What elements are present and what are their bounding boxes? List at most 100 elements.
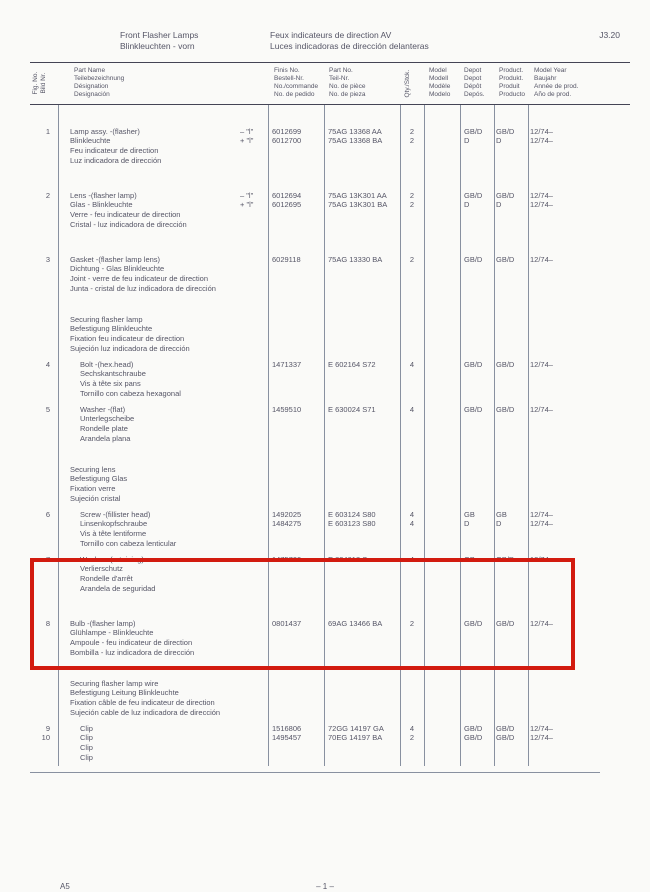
table-row: 3Gasket -(flasher lamp lens) Dichtung - … [30,233,630,297]
model-year: 12/74– [528,619,578,658]
part-name: Securing flasher lamp Befestigung Blinkl… [58,315,238,354]
depot [460,679,494,718]
table-body: 1Lamp assy. -(flasher) Blinkleuchte Feu … [30,105,630,766]
depot: GB/D [460,360,494,399]
table-row: 6Screw -(fillister head) Linsenkopfschra… [30,507,630,552]
footer-left: A5 [60,882,70,891]
section-heading: Securing lens Befestigung Glas Fixation … [30,447,630,507]
part-name: Bolt -(hex.head) Sechskantschraube Vis à… [58,360,238,399]
finis-no: 1471337 [268,360,324,399]
fig-no: 3 [30,255,58,294]
bottom-rule [30,772,600,773]
part-no: E 630024 S71 [324,405,400,444]
part-no: 75AG 13K301 AA 75AG 13K301 BA [324,191,400,230]
section-heading: Securing flasher lamp wire Befestigung L… [30,661,630,721]
fig-no: 6 [30,510,58,549]
fig-no: 1 [30,127,58,166]
part-no: 72GG 14197 GA 70EG 14197 BA [324,724,400,763]
model-year: 12/74– 12/74– [528,127,578,166]
model-year: 12/74– [528,405,578,444]
qty: 4 [400,360,424,399]
table-row: 8Bulb -(flasher lamp) Glühlampe - Blinkl… [30,597,630,661]
qty: 4 [400,405,424,444]
qty: 2 2 [400,127,424,166]
model [424,360,460,399]
fig-no: 8 [30,619,58,658]
note [238,465,268,504]
model [424,510,460,549]
product: GB/D [494,255,528,294]
fig-no: 4 [30,360,58,399]
finis-no: 1459510 [268,405,324,444]
product: GB/D D [494,127,528,166]
part-no: 75AG 13368 AA 75AG 13368 BA [324,127,400,166]
col-partno: Part No. Teil-Nr. No. de pièce No. de pi… [327,67,402,100]
table-row: 9 10Clip Clip Clip Clip 1516806 149545772… [30,721,630,766]
qty [400,465,424,504]
part-no: 69AG 13466 BA [324,619,400,658]
section-code: J3.20 [530,30,630,52]
note [238,679,268,718]
part-name: Securing lens Befestigung Glas Fixation … [58,465,238,504]
model [424,465,460,504]
table-row: 5Washer -(flat) Unterlegscheibe Rondelle… [30,402,630,447]
table-row: 2Lens -(flasher lamp) Glas - Blinkleucht… [30,169,630,233]
model [424,191,460,230]
finis-no: 1516806 1495457 [268,724,324,763]
depot: GB/D [460,405,494,444]
col-model: Model Modell Modèle Modelo [427,67,462,100]
col-fig: Fig. No. Bild Nr. [30,67,60,100]
note: – "l" + "l" [238,191,268,230]
qty: 2 [400,255,424,294]
qty: 4 4 [400,510,424,549]
table-row: 1Lamp assy. -(flasher) Blinkleuchte Feu … [30,105,630,169]
model [424,619,460,658]
part-name: Screw -(fillister head) Linsenkopfschrau… [58,510,238,549]
model [424,315,460,354]
fig-no [30,465,58,504]
model [424,555,460,594]
product: GB/D GB/D [494,724,528,763]
product: GB/D [494,405,528,444]
product: GB/D [494,555,528,594]
model-year: 12/74– [528,255,578,294]
qty: 4 2 [400,724,424,763]
depot: GB/D [460,619,494,658]
depot: GB/D D [460,127,494,166]
finis-no: 6012699 6012700 [268,127,324,166]
title-en: Front Flasher Lamps [120,30,270,41]
depot: GB [460,555,494,594]
part-name: Lens -(flasher lamp) Glas - Blinkleuchte… [58,191,238,230]
part-name: Securing flasher lamp wire Befestigung L… [58,679,238,718]
header-titles: Front Flasher Lamps Blinkleuchten - vorn… [120,30,630,52]
col-partname: Part Name Teilebezeichnung Désignation D… [72,67,272,100]
title-es: Luces indicadoras de dirección delantera… [270,41,530,52]
col-year: Model Year Baujahr Année de prod. Año de… [532,67,582,100]
title-fr: Feux indicateurs de direction AV [270,30,530,41]
note [238,360,268,399]
note [238,619,268,658]
part-no: 75AG 13330 BA [324,255,400,294]
product [494,315,528,354]
fig-no: 2 [30,191,58,230]
finis-no: 6012694 6012695 [268,191,324,230]
col-qty: Qty./Stck. [402,67,427,100]
depot [460,465,494,504]
fig-no: 9 10 [30,724,58,763]
table-row: 4Bolt -(hex.head) Sechskantschraube Vis … [30,357,630,402]
column-headers: Fig. No. Bild Nr. Part Name Teilebezeich… [30,62,630,105]
part-no [324,465,400,504]
note [238,510,268,549]
finis-no: 6029118 [268,255,324,294]
fig-no: 7 [30,555,58,594]
qty [400,315,424,354]
part-no [324,315,400,354]
model-year: 12/74– [528,360,578,399]
finis-no [268,679,324,718]
col-finis: Finis No. Bestell-Nr. No./commande No. d… [272,67,327,100]
model [424,679,460,718]
note: – "l" + "l" [238,127,268,166]
model-year: 12/74– 12/74– [528,510,578,549]
part-no [324,679,400,718]
part-name: Clip Clip Clip Clip [58,724,238,763]
